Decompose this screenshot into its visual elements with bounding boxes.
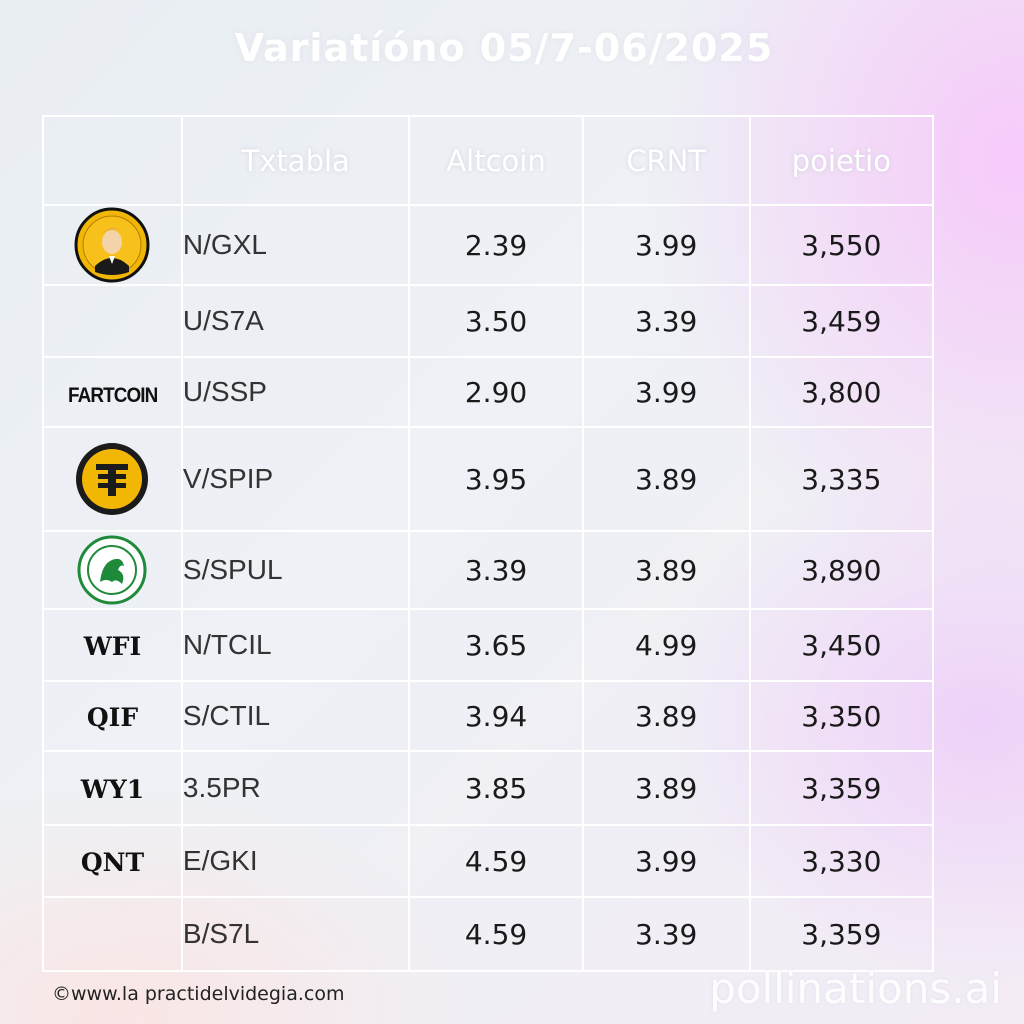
header-altcoin: Altcoin bbox=[408, 115, 584, 206]
row-crnt: 3.89 bbox=[581, 530, 751, 610]
logo-wordmark: QIF bbox=[86, 702, 139, 732]
row-logo bbox=[42, 896, 183, 972]
table-row: U/S7A 3.50 3.39 3,459 bbox=[42, 284, 935, 358]
row-altcoin: 2.39 bbox=[408, 204, 584, 286]
header-poietio: poietio bbox=[748, 115, 935, 206]
row-crnt: 3.89 bbox=[581, 680, 751, 752]
row-altcoin: 3.39 bbox=[408, 530, 584, 610]
row-crnt: 3.89 bbox=[581, 426, 751, 532]
logo-wordmark: FARTCOIN bbox=[67, 383, 158, 407]
row-poietio: 3,359 bbox=[748, 896, 935, 972]
row-poietio: 3,350 bbox=[748, 680, 935, 752]
row-crnt: 4.99 bbox=[581, 608, 751, 682]
header-logo bbox=[42, 115, 183, 206]
row-altcoin: 4.59 bbox=[408, 896, 584, 972]
row-poietio: 3,800 bbox=[748, 356, 935, 428]
row-crnt: 3.89 bbox=[581, 750, 751, 826]
row-crnt: 3.99 bbox=[581, 356, 751, 428]
row-poietio: 3,330 bbox=[748, 824, 935, 898]
logo-wordmark: WFI bbox=[83, 631, 142, 661]
row-pair: N/GXL bbox=[180, 204, 411, 286]
logo-wordmark: WY1 bbox=[80, 774, 145, 804]
row-logo bbox=[42, 284, 183, 358]
yellow-t-coin-icon bbox=[44, 440, 181, 518]
gold-coin-portrait-icon bbox=[44, 206, 181, 284]
table-row: FARTCOIN U/SSP 2.90 3.99 3,800 bbox=[42, 356, 935, 428]
source-credit: ©www.la practidelvidegia.com bbox=[52, 983, 345, 1005]
row-crnt: 3.39 bbox=[581, 896, 751, 972]
table-header-row: Txtabla Altcoin CRNT poietio bbox=[42, 115, 935, 206]
price-table: Txtabla Altcoin CRNT poietio N/GXL 2.39 3.… bbox=[42, 115, 935, 972]
row-altcoin: 3.94 bbox=[408, 680, 584, 752]
row-altcoin: 4.59 bbox=[408, 824, 584, 898]
row-logo: QNT bbox=[42, 824, 183, 898]
green-crest-icon bbox=[44, 534, 181, 606]
watermark: pollinations.ai bbox=[709, 964, 1002, 1013]
row-logo bbox=[42, 426, 183, 532]
row-crnt: 3.99 bbox=[581, 824, 751, 898]
row-logo bbox=[42, 204, 183, 286]
row-crnt: 3.99 bbox=[581, 204, 751, 286]
row-logo: WFI bbox=[42, 608, 183, 682]
row-poietio: 3,459 bbox=[748, 284, 935, 358]
row-pair: S/SPUL bbox=[180, 530, 411, 610]
header-crnt: CRNT bbox=[581, 115, 751, 206]
table-row: N/GXL 2.39 3.99 3,550 bbox=[42, 204, 935, 286]
row-logo: QIF bbox=[42, 680, 183, 752]
row-pair: V/SPIP bbox=[180, 426, 411, 532]
row-pair: S/CTIL bbox=[180, 680, 411, 752]
row-pair: E/GKI bbox=[180, 824, 411, 898]
row-altcoin: 3.95 bbox=[408, 426, 584, 532]
row-pair: U/SSP bbox=[180, 356, 411, 428]
row-pair: B/S7L bbox=[180, 896, 411, 972]
row-poietio: 3,890 bbox=[748, 530, 935, 610]
table-row: S/SPUL 3.39 3.89 3,890 bbox=[42, 530, 935, 610]
row-logo: FARTCOIN bbox=[42, 356, 183, 428]
row-logo bbox=[42, 530, 183, 610]
row-crnt: 3.39 bbox=[581, 284, 751, 358]
table-row: B/S7L 4.59 3.39 3,359 bbox=[42, 896, 935, 972]
row-altcoin: 2.90 bbox=[408, 356, 584, 428]
row-altcoin: 3.65 bbox=[408, 608, 584, 682]
row-poietio: 3,450 bbox=[748, 608, 935, 682]
table-row: QIF S/CTIL 3.94 3.89 3,350 bbox=[42, 680, 935, 752]
row-altcoin: 3.85 bbox=[408, 750, 584, 826]
row-pair: 3.5PR bbox=[180, 750, 411, 826]
header-txtabla: Txtabla bbox=[180, 115, 411, 206]
row-poietio: 3,359 bbox=[748, 750, 935, 826]
row-logo: WY1 bbox=[42, 750, 183, 826]
table-row: WY1 3.5PR 3.85 3.89 3,359 bbox=[42, 750, 935, 826]
logo-wordmark: QNT bbox=[80, 847, 145, 877]
table-row: QNT E/GKI 4.59 3.99 3,330 bbox=[42, 824, 935, 898]
table-row: V/SPIP 3.95 3.89 3,335 bbox=[42, 426, 935, 532]
row-pair: U/S7A bbox=[180, 284, 411, 358]
table-row: WFI N/TCIL 3.65 4.99 3,450 bbox=[42, 608, 935, 682]
row-pair: N/TCIL bbox=[180, 608, 411, 682]
row-poietio: 3,335 bbox=[748, 426, 935, 532]
row-poietio: 3,550 bbox=[748, 204, 935, 286]
row-altcoin: 3.50 bbox=[408, 284, 584, 358]
page-title: Variatíóno 05/7-06/2025 bbox=[234, 26, 774, 70]
